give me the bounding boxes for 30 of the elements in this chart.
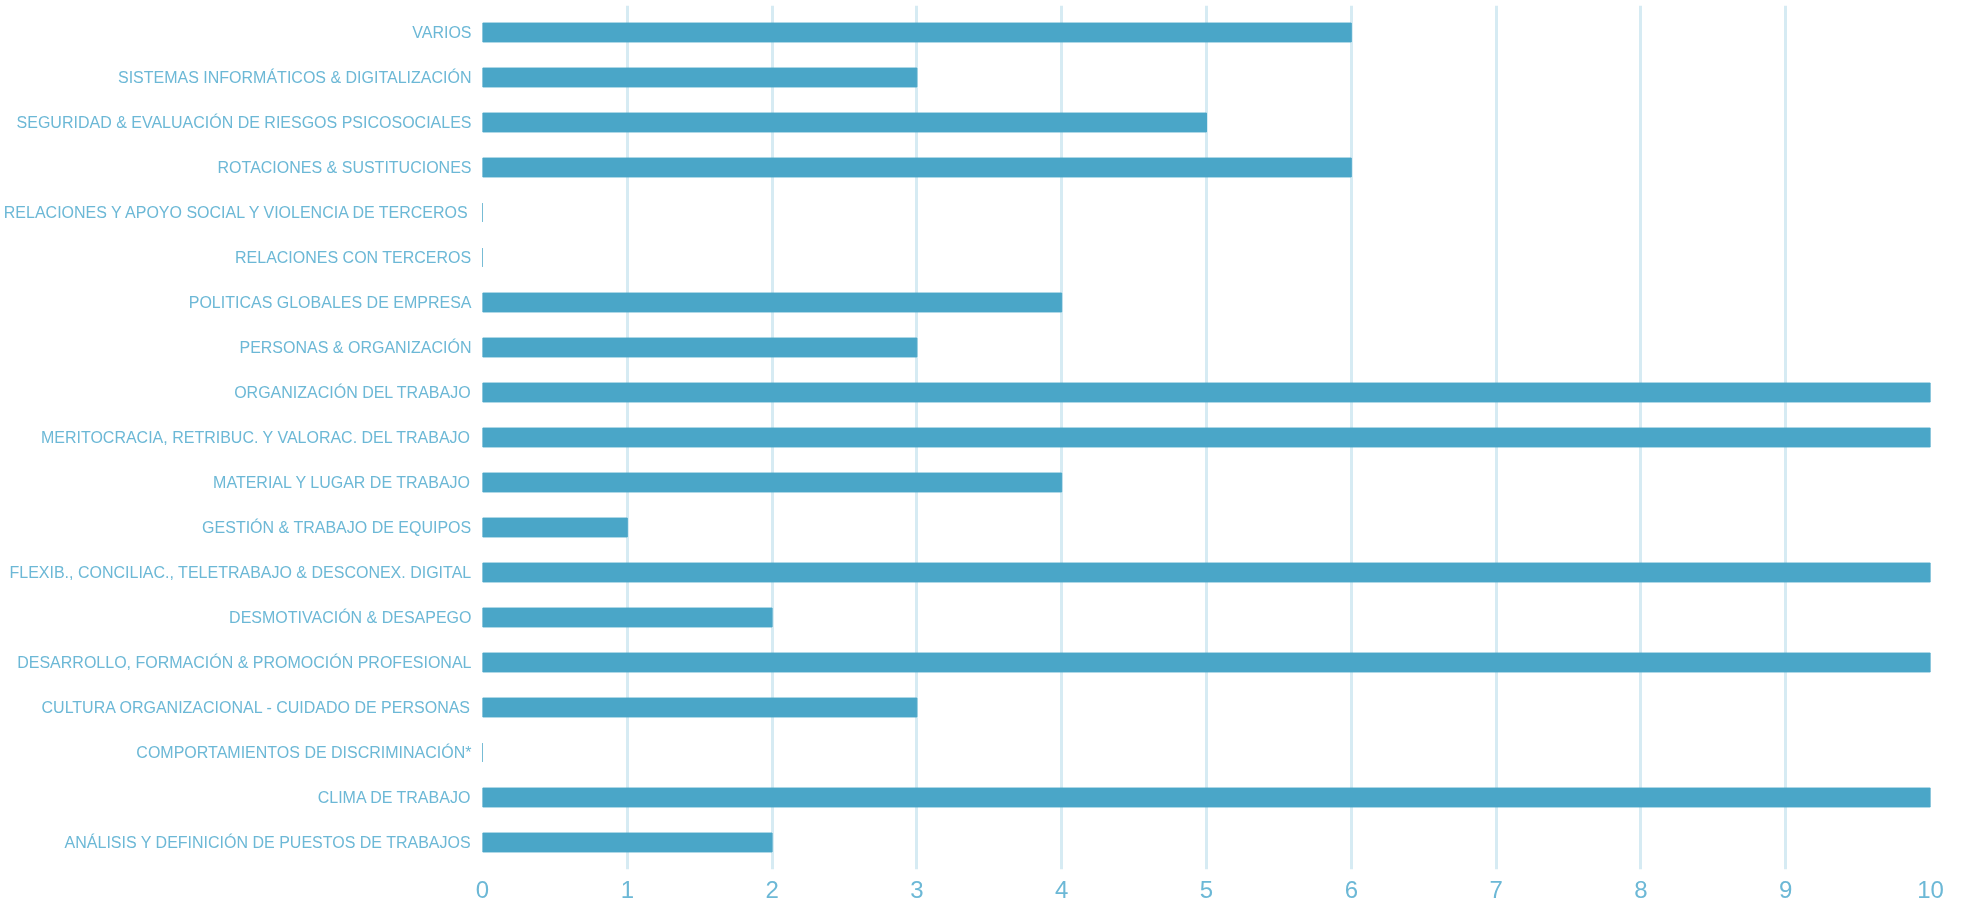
y-tick-label: VARIOS — [412, 24, 472, 41]
y-tick-label: DESARROLLO, FORMACIÓN & PROMOCIÓN PROFESIONAL — [17, 653, 472, 671]
y-tick-label: SEGURIDAD & EVALUACIÓN DE RIESGOS PSICOSOCIALES — [16, 113, 472, 131]
y-tick-label: PERSONAS & ORGANIZACIÓN — [239, 338, 472, 356]
x-tick-label: 3 — [910, 875, 924, 903]
y-tick-label: DESMOTIVACIÓN & DESAPEGO — [229, 608, 472, 626]
x-tick-label: 1 — [620, 875, 634, 903]
y-tick-label: CLIMA DE TRABAJO — [317, 789, 471, 806]
y-tick-label: FLEXIB., CONCILIAC., TELETRABAJO & DESCONEX. DIGITAL — [9, 564, 472, 581]
x-tick-label: 0 — [475, 875, 490, 903]
y-tick-label: SISTEMAS INFORMÁTICOS & DIGITALIZACIÓN — [117, 68, 472, 86]
y-tick-label: RELACIONES Y APOYO SOCIAL Y VIOLENCIA DE TERCEROS — [3, 204, 468, 221]
x-tick-label: 8 — [1634, 875, 1648, 903]
x-tick-label: 2 — [765, 875, 779, 903]
x-tick-label: 7 — [1489, 875, 1503, 903]
y-tick-label: MATERIAL Y LUGAR DE TRABAJO — [213, 474, 471, 491]
y-tick-label: ROTACIONES & SUSTITUCIONES — [217, 159, 472, 176]
x-tick-label: 10 — [1917, 875, 1944, 903]
x-tick-label: 6 — [1344, 875, 1358, 903]
y-tick-label: MERITOCRACIA, RETRIBUC. Y VALORAC. DEL TRABAJO — [40, 429, 471, 446]
y-tick-label: RELACIONES CON TERCEROS — [235, 249, 472, 266]
x-tick-label: 9 — [1779, 875, 1793, 903]
y-tick-label: COMPORTAMIENTOS DE DISCRIMINACIÓN* — [136, 743, 472, 761]
x-tick-label: 4 — [1055, 875, 1069, 903]
y-tick-label: GESTIÓN & TRABAJO DE EQUIPOS — [202, 518, 472, 536]
y-tick-label: ANÁLISIS Y DEFINICIÓN DE PUESTOS DE TRABAJOS — [64, 833, 471, 851]
x-tick-label: 5 — [1199, 875, 1214, 903]
y-tick-label: CULTURA ORGANIZACIONAL - CUIDADO DE PERSONAS — [41, 699, 471, 716]
y-tick-label: POLITICAS GLOBALES DE EMPRESA — [188, 294, 472, 311]
y-tick-label: ORGANIZACIÓN DEL TRABAJO — [234, 383, 471, 401]
